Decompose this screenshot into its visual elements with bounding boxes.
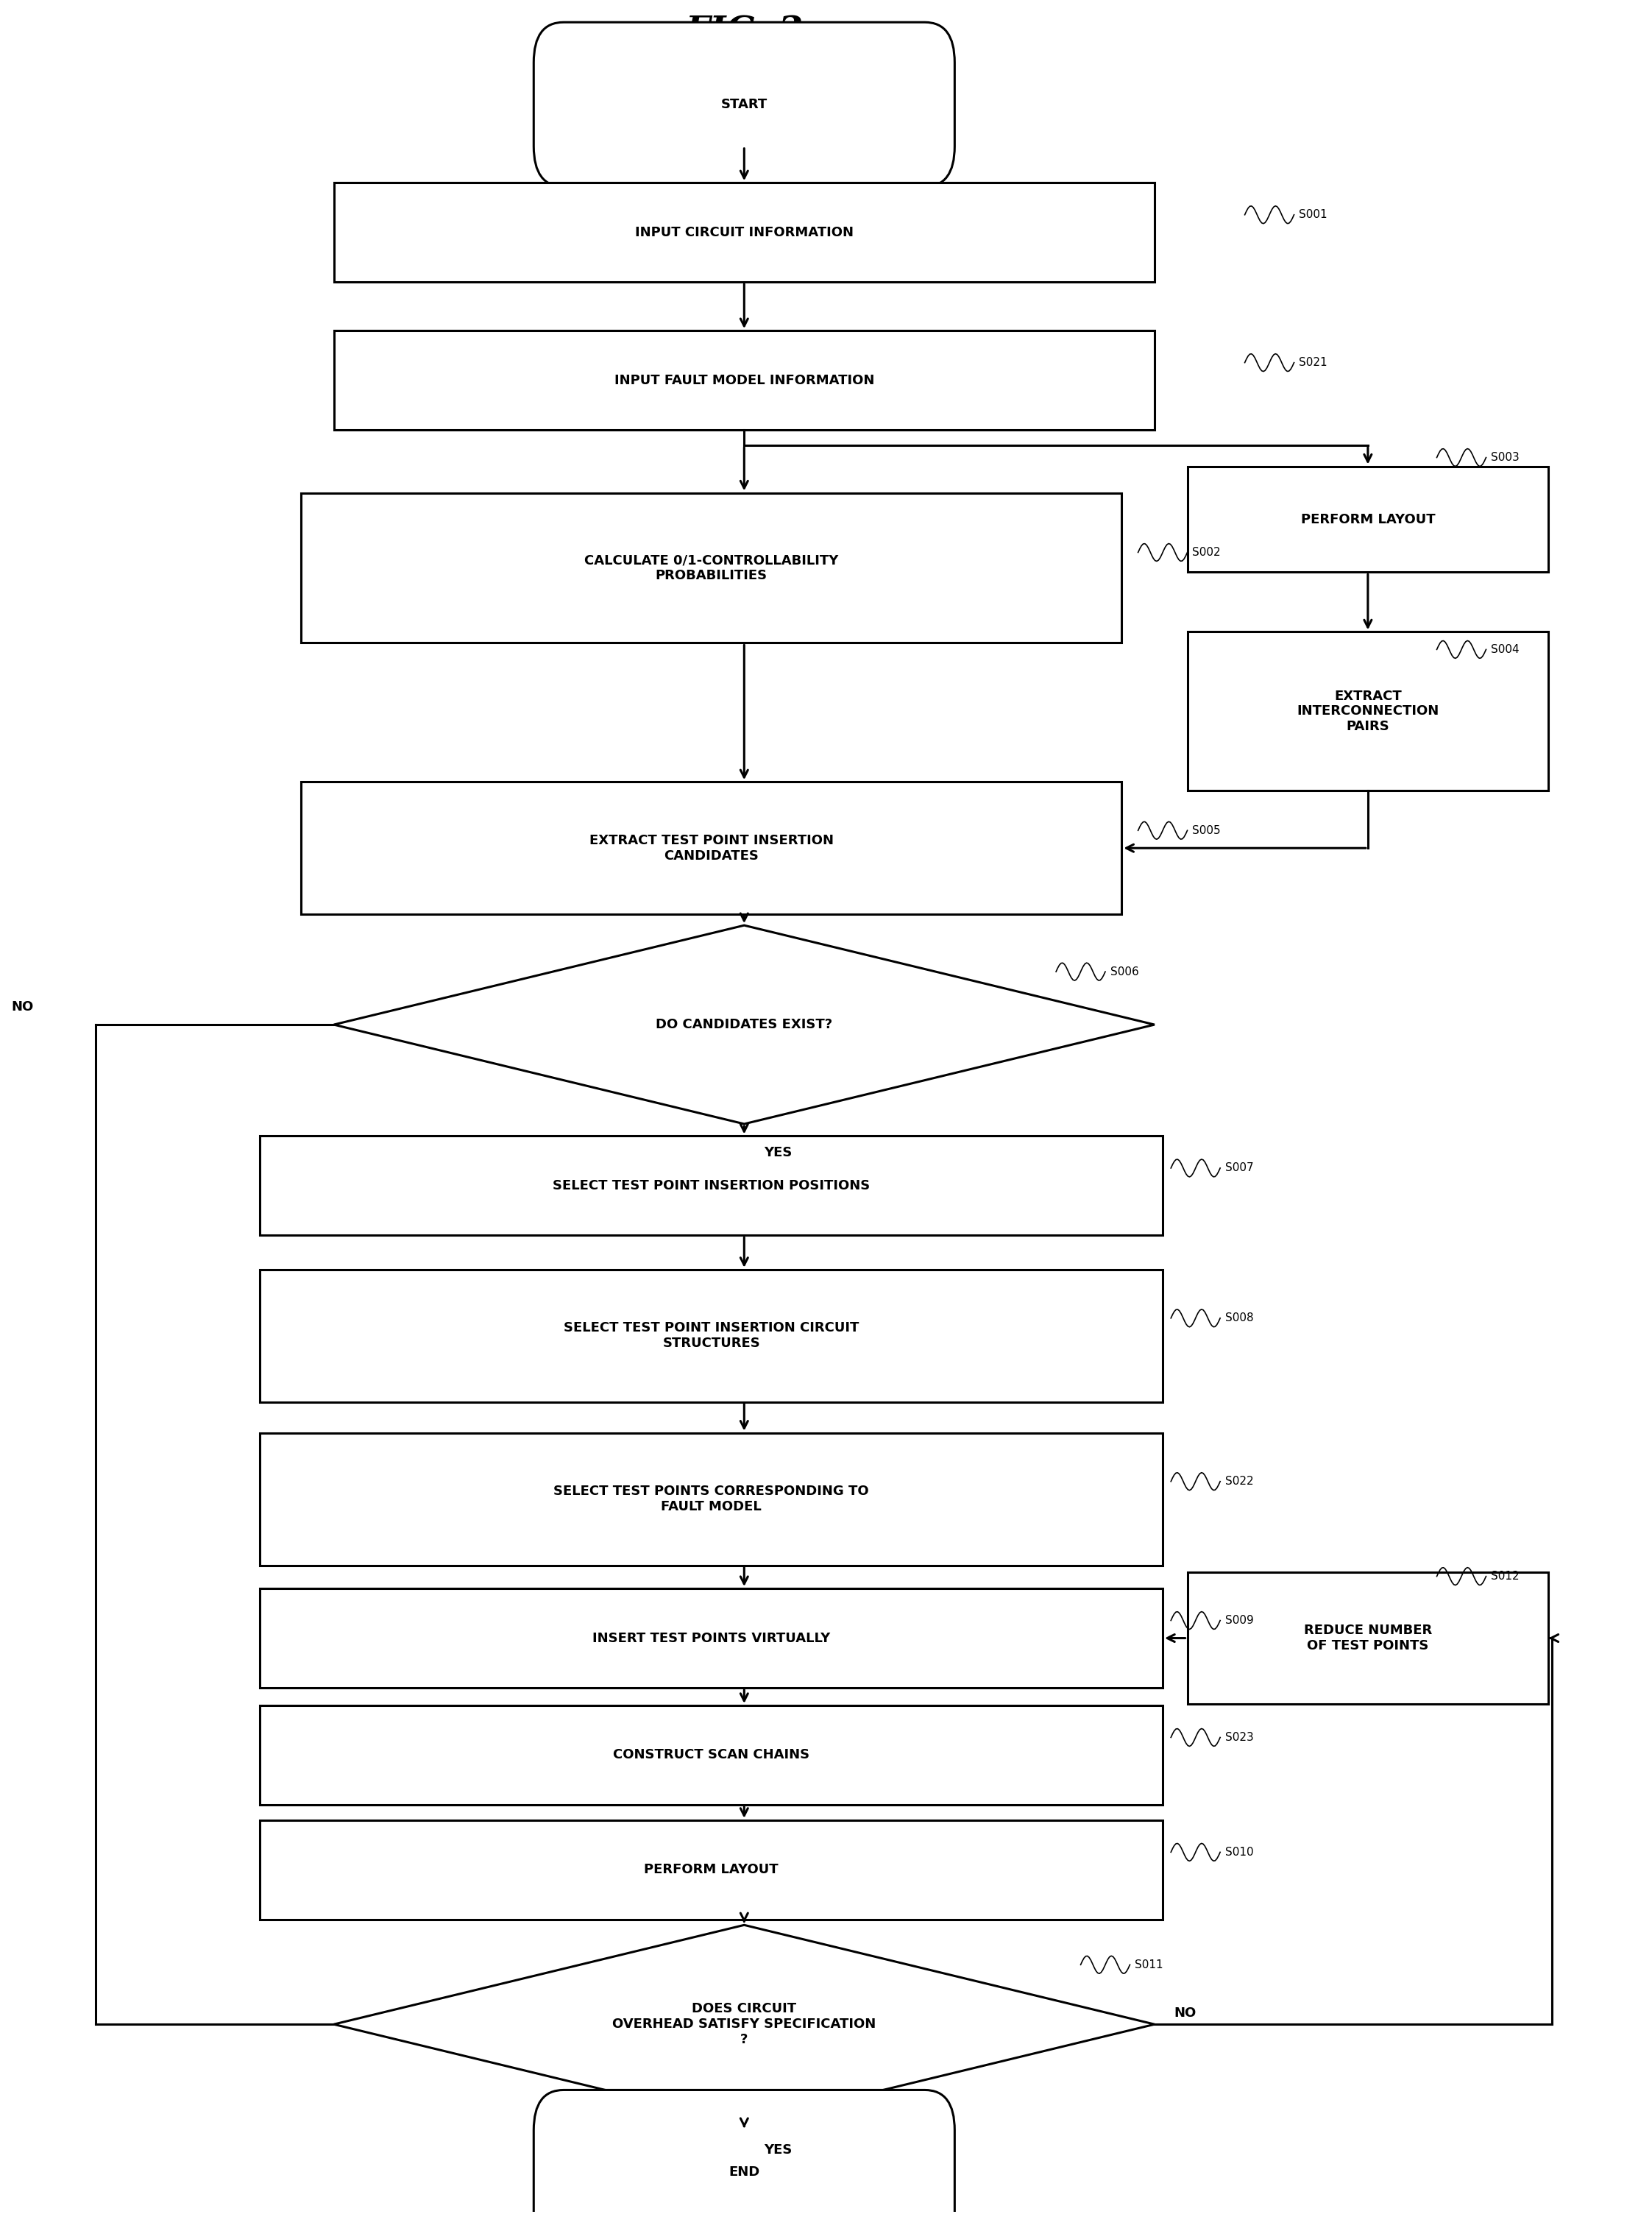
Text: NO: NO (1175, 2006, 1196, 2020)
Text: S023: S023 (1226, 1731, 1254, 1743)
Text: SELECT TEST POINT INSERTION CIRCUIT
STRUCTURES: SELECT TEST POINT INSERTION CIRCUIT STRU… (563, 1321, 859, 1350)
Text: CALCULATE 0/1-CONTROLLABILITY
PROBABILITIES: CALCULATE 0/1-CONTROLLABILITY PROBABILIT… (585, 554, 839, 583)
FancyBboxPatch shape (1188, 632, 1548, 791)
FancyBboxPatch shape (534, 22, 955, 186)
Text: S005: S005 (1193, 825, 1221, 836)
Polygon shape (334, 924, 1155, 1124)
Text: YES: YES (763, 2144, 791, 2157)
FancyBboxPatch shape (259, 1270, 1163, 1401)
FancyBboxPatch shape (1188, 1572, 1548, 1705)
FancyBboxPatch shape (1188, 466, 1548, 572)
Text: S006: S006 (1110, 967, 1138, 978)
Text: EXTRACT
INTERCONNECTION
PAIRS: EXTRACT INTERCONNECTION PAIRS (1297, 689, 1439, 734)
Text: DOES CIRCUIT
OVERHEAD SATISFY SPECIFICATION
?: DOES CIRCUIT OVERHEAD SATISFY SPECIFICAT… (613, 2002, 876, 2046)
Text: S010: S010 (1226, 1847, 1254, 1858)
Text: S001: S001 (1298, 208, 1327, 219)
Text: S003: S003 (1492, 452, 1520, 463)
Text: S008: S008 (1226, 1312, 1254, 1324)
Text: YES: YES (763, 1146, 791, 1159)
Text: S012: S012 (1492, 1572, 1520, 1583)
FancyBboxPatch shape (259, 1135, 1163, 1235)
Text: REDUCE NUMBER
OF TEST POINTS: REDUCE NUMBER OF TEST POINTS (1303, 1623, 1432, 1652)
Text: CONSTRUCT SCAN CHAINS: CONSTRUCT SCAN CHAINS (613, 1749, 809, 1763)
Text: S002: S002 (1193, 548, 1221, 559)
FancyBboxPatch shape (259, 1820, 1163, 1920)
Text: NO: NO (12, 1000, 33, 1013)
FancyBboxPatch shape (534, 2091, 955, 2217)
Text: FIG. 2: FIG. 2 (686, 16, 803, 49)
Text: S011: S011 (1135, 1960, 1163, 1971)
Text: S022: S022 (1226, 1477, 1254, 1488)
Polygon shape (334, 1924, 1155, 2124)
Text: INPUT CIRCUIT INFORMATION: INPUT CIRCUIT INFORMATION (634, 226, 854, 239)
Text: S009: S009 (1226, 1614, 1254, 1625)
Text: S004: S004 (1492, 643, 1520, 654)
Text: INPUT FAULT MODEL INFORMATION: INPUT FAULT MODEL INFORMATION (615, 375, 874, 388)
Text: INSERT TEST POINTS VIRTUALLY: INSERT TEST POINTS VIRTUALLY (593, 1632, 831, 1645)
Text: SELECT TEST POINT INSERTION POSITIONS: SELECT TEST POINT INSERTION POSITIONS (553, 1179, 871, 1193)
Text: S007: S007 (1226, 1162, 1254, 1173)
FancyBboxPatch shape (301, 492, 1122, 643)
Text: S021: S021 (1298, 357, 1327, 368)
FancyBboxPatch shape (259, 1432, 1163, 1565)
Text: DO CANDIDATES EXIST?: DO CANDIDATES EXIST? (656, 1018, 833, 1031)
Text: SELECT TEST POINTS CORRESPONDING TO
FAULT MODEL: SELECT TEST POINTS CORRESPONDING TO FAUL… (553, 1485, 869, 1514)
FancyBboxPatch shape (334, 182, 1155, 282)
Text: PERFORM LAYOUT: PERFORM LAYOUT (1300, 512, 1436, 525)
Text: EXTRACT TEST POINT INSERTION
CANDIDATES: EXTRACT TEST POINT INSERTION CANDIDATES (590, 834, 834, 862)
FancyBboxPatch shape (259, 1705, 1163, 1805)
Text: START: START (720, 98, 768, 111)
FancyBboxPatch shape (301, 783, 1122, 913)
FancyBboxPatch shape (259, 1587, 1163, 1687)
Text: END: END (729, 2166, 760, 2179)
Text: PERFORM LAYOUT: PERFORM LAYOUT (644, 1862, 778, 1876)
FancyBboxPatch shape (334, 330, 1155, 430)
